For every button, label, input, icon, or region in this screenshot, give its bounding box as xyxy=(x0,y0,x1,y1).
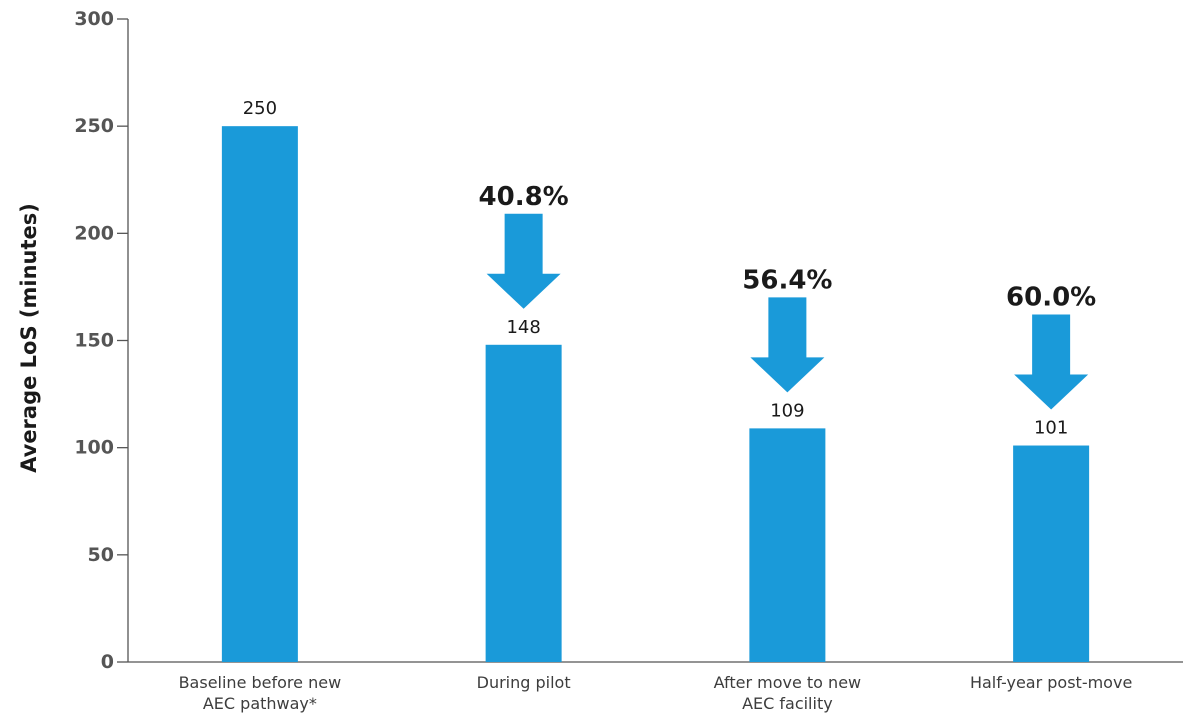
bar-value-label: 101 xyxy=(1034,418,1068,439)
x-tick-label: Half-year post-move xyxy=(970,673,1132,692)
bars: 250 148 109 101 xyxy=(222,98,1089,662)
bar xyxy=(749,428,825,662)
y-axis-title: Average LoS (minutes) xyxy=(17,203,41,473)
x-tick-label-line: After move to new xyxy=(714,673,862,692)
reduction-percent-label: 56.4% xyxy=(742,265,832,295)
down-arrow-icon xyxy=(487,214,561,309)
x-tick-labels: Baseline before new AEC pathway* During pi… xyxy=(179,673,1133,713)
y-tick-label: 50 xyxy=(88,544,114,566)
y-ticks: 0 50 100 150 200 250 300 xyxy=(74,8,128,673)
x-tick-label-line: AEC facility xyxy=(742,694,833,713)
y-tick-label: 0 xyxy=(101,651,114,673)
y-tick-label: 250 xyxy=(74,115,114,137)
reduction-arrows: 40.8% 56.4% 60.0% xyxy=(479,182,1097,410)
y-tick-label: 300 xyxy=(74,8,114,30)
x-tick-label-line: AEC pathway* xyxy=(203,694,317,713)
down-arrow-icon xyxy=(1014,315,1088,410)
x-tick-label: After move to new AEC facility xyxy=(714,673,862,713)
x-tick-label: During pilot xyxy=(477,673,571,692)
down-arrow-icon xyxy=(750,297,824,392)
bar xyxy=(222,126,298,662)
reduction-percent-label: 40.8% xyxy=(479,182,569,212)
bar xyxy=(486,345,562,662)
y-tick-label: 100 xyxy=(74,437,114,459)
x-tick-label-line: Baseline before new xyxy=(179,673,342,692)
bar xyxy=(1013,446,1089,662)
y-tick-label: 150 xyxy=(74,330,114,352)
y-tick-label: 200 xyxy=(74,222,114,244)
reduction-percent-label: 60.0% xyxy=(1006,283,1096,313)
bar-value-label: 250 xyxy=(243,98,277,119)
bar-value-label: 148 xyxy=(506,317,540,338)
x-tick-label-line: During pilot xyxy=(477,673,571,692)
x-tick-label-line: Half-year post-move xyxy=(970,673,1132,692)
bar-value-label: 109 xyxy=(770,400,804,421)
x-tick-label: Baseline before new AEC pathway* xyxy=(179,673,342,713)
